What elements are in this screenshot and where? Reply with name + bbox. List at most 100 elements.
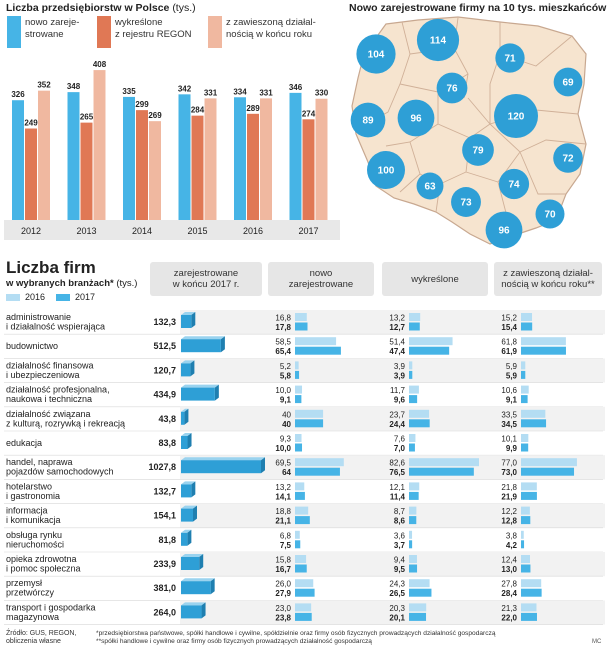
table-title: Liczba firm [6, 258, 96, 277]
row-deleted-value-2017: 24,4 [389, 420, 405, 429]
row-suspended-value-2017: 73,0 [501, 468, 517, 477]
row-suspended-value-2017: 12,8 [501, 517, 517, 526]
row-new-value-2016: 13,2 [275, 483, 291, 492]
row-suspended-value-2017: 13,0 [501, 565, 517, 574]
registered-bar-side [192, 505, 197, 522]
row-deleted-value-2017: 26,5 [389, 589, 405, 598]
bar-2014-series3 [149, 121, 161, 220]
row-stripe [180, 358, 605, 383]
row-registered-value: 120,7 [153, 365, 176, 375]
bar-deleted-2017 [409, 540, 413, 549]
row-registered-value: 512,5 [153, 341, 176, 351]
row-new-value-2017: 5,8 [280, 371, 292, 380]
row-new-value-2017: 10,0 [275, 444, 291, 453]
bar-2016-series2 [247, 113, 259, 220]
row-suspended-value-2016: 5,9 [506, 362, 518, 371]
top-chart-title-text: Liczba przedsiębiorstw w Polsce [6, 2, 170, 14]
bar-label: 274 [302, 109, 316, 118]
bar-new-2016 [295, 361, 299, 370]
row-deleted-value-2016: 11,7 [390, 386, 406, 395]
row-label: naukowa i techniczna [6, 394, 92, 404]
bar-2012-series2 [25, 128, 37, 220]
registered-bar-top [181, 554, 204, 557]
row-stripe [180, 552, 605, 577]
bar-deleted-2017 [409, 443, 415, 452]
registered-bar [181, 411, 185, 425]
bar-2013-series2 [80, 122, 93, 220]
registered-bar-top [181, 433, 192, 436]
row-label: edukacja [6, 438, 42, 448]
row-deleted-value-2016: 20,3 [389, 604, 405, 613]
row-registered-value: 81,8 [158, 535, 176, 545]
map-circle [498, 168, 530, 200]
table-unit: (tys.) [116, 278, 138, 289]
row-deleted-value-2017: 11,4 [390, 492, 406, 501]
row-label: i pomoc społeczna [6, 564, 81, 574]
bar-deleted-2016 [409, 361, 413, 370]
bar-deleted-2016 [409, 458, 479, 467]
bar-label: 342 [178, 84, 192, 93]
registered-bar [181, 387, 215, 401]
bar-label: 326 [11, 90, 25, 99]
row-suspended-value-2016: 33,5 [501, 410, 517, 419]
registered-bar-side [191, 481, 196, 498]
row-label: i działalność wspierająca [6, 322, 105, 332]
bar-new-2016 [295, 385, 303, 394]
bar-suspended-2017 [521, 516, 531, 525]
row-suspended-value-2016: 21,3 [501, 604, 517, 613]
row-suspended-value-2017: 61,9 [501, 347, 517, 356]
bar-suspended-2016 [521, 385, 529, 394]
bar-deleted-2016 [409, 434, 416, 442]
legend-suspended-line1: z zawieszoną działal- [226, 17, 316, 28]
bar-deleted-2017 [409, 516, 417, 525]
bar-deleted-2017 [409, 395, 418, 404]
row-new-value-2016: 10,0 [275, 386, 291, 395]
bar-deleted-2017 [409, 588, 432, 597]
bar-suspended-2016 [521, 313, 533, 321]
row-label: działalność związana [6, 409, 91, 419]
bar-2015-series3 [204, 98, 217, 220]
row-suspended-value-2016: 61,8 [501, 338, 517, 347]
row-label: działalność profesjonalna, [6, 385, 110, 395]
row-deleted-value-2016: 12,1 [389, 483, 405, 492]
bar-new-2016 [295, 458, 344, 467]
credit: MC [592, 639, 602, 645]
row-new-value-2017: 16,7 [275, 565, 291, 574]
row-suspended-value-2016: 12,2 [501, 507, 517, 516]
map-circle [356, 34, 396, 74]
bar-deleted-2016 [409, 603, 427, 612]
registered-bar-top [181, 602, 206, 606]
row-registered-value: 1027,8 [148, 462, 176, 472]
bar-new-2017 [295, 370, 300, 379]
row-label: z kulturą, rozrywką i rekreacją [6, 418, 125, 428]
row-label: pojazdów samochodowych [6, 467, 114, 477]
bar-suspended-2016 [521, 434, 529, 442]
row-new-value-2017: 27,9 [275, 589, 291, 598]
x-tick-label: 2012 [21, 226, 41, 236]
row-suspended-value-2016: 15,2 [501, 314, 517, 323]
bar-suspended-2017 [521, 395, 528, 404]
row-label: handel, naprawa [6, 457, 73, 467]
bar-deleted-2016 [409, 506, 417, 515]
row-new-value-2017: 21,1 [275, 517, 291, 526]
legend-2016-swatch [6, 293, 20, 301]
row-registered-value: 264,0 [153, 607, 176, 617]
map-circle [462, 134, 494, 166]
row-registered-value: 132,7 [153, 486, 176, 496]
bar-deleted-2017 [409, 564, 418, 573]
bar-new-2017 [295, 564, 307, 573]
row-suspended-value-2017: 4,2 [506, 541, 518, 550]
x-tick-label: 2013 [76, 226, 96, 236]
map-circle-value: 89 [362, 116, 374, 127]
legend-registered-line1: nowo zareje- [25, 17, 80, 28]
row-deleted-value-2017: 76,5 [389, 468, 405, 477]
row-registered-value: 434,9 [153, 390, 176, 400]
legend-2017-swatch [56, 293, 70, 301]
bar-new-2017 [295, 467, 340, 476]
row-new-value-2016: 58,5 [275, 338, 291, 347]
bar-suspended-2016 [521, 409, 546, 418]
map-circle-value: 96 [498, 226, 510, 237]
map-circle-value: 72 [562, 154, 574, 165]
row-label: informacja [6, 506, 48, 516]
